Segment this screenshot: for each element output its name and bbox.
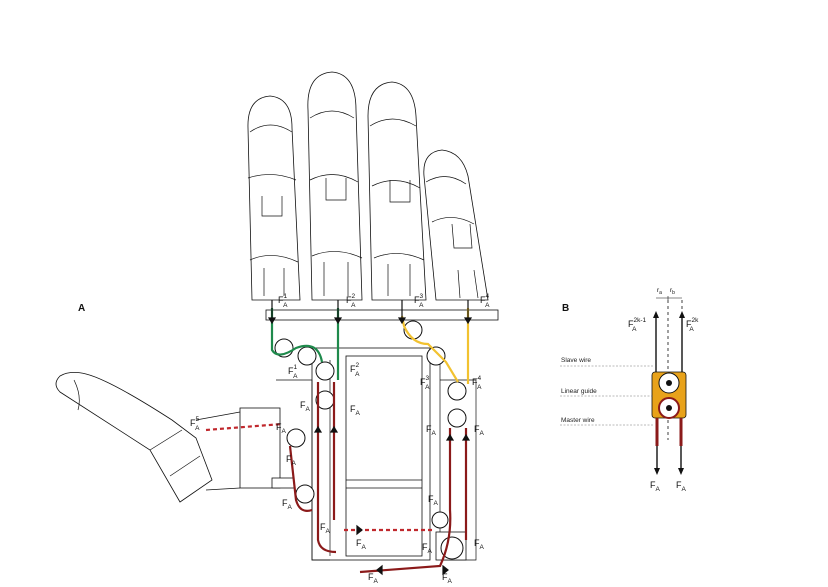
force-label-f3-palm: F3 A [420,375,430,391]
master-wire-left [316,382,337,554]
thumb [55,372,213,503]
force-label-f5: F5 A [190,416,200,432]
force-label-b-right: F2k A [686,317,699,333]
svg-text:FA: FA [282,498,293,511]
pulleys [274,320,467,560]
green-wire-index [270,308,324,363]
pulley-detail: ra rb [560,287,687,475]
hand-drawing [55,71,499,576]
pulley [447,381,467,401]
finger-index [247,95,301,301]
force-arrows [267,300,473,576]
svg-text:F1A: F1 A [278,293,288,309]
pulley [295,484,315,504]
yellow-wire-ring [400,315,459,383]
force-label-f4: F4 A [480,293,490,309]
svg-text:FA: FA [368,572,379,585]
legend-master-wire: Master wire [561,417,595,424]
master-wire-thumb [288,445,313,512]
pulley [297,346,317,366]
force-label-f1-palm: F1 A [288,364,298,380]
pulley [447,408,467,428]
svg-text:F2A: F2 A [346,293,356,309]
svg-text:F4A: F4 A [480,293,490,309]
pulley [315,361,335,381]
pulley [440,536,464,560]
force-label-b-left: F2k-1 A [628,317,647,333]
svg-text:F2k-1A: F2k-1 A [628,317,647,333]
r-a-label: ra [657,287,662,296]
force-label-b-bottom-right: FA [676,480,687,493]
finger-little [423,149,489,301]
svg-text:F2A: F2 A [350,362,360,378]
svg-text:FA: FA [300,400,311,413]
force-labels-plain: FA FA FA FA FA FA FA FA FA FA FA FA FA F… [276,400,485,585]
svg-text:FA: FA [276,422,287,435]
pulley [431,511,449,529]
svg-text:F4A: F4 A [472,375,482,391]
wires [205,308,470,574]
svg-text:FA: FA [320,522,331,535]
legend-slave-wire: Slave wire [561,357,591,364]
master-wire-right [359,428,452,574]
svg-text:FA: FA [442,572,453,585]
svg-text:FA: FA [474,424,485,437]
pulley [286,428,306,448]
svg-text:FA: FA [350,404,361,417]
red-dashed-thumb [205,422,283,432]
force-label-f2: F2 A [346,293,356,309]
svg-text:FA: FA [356,538,367,551]
panel-a-label: A [78,303,85,314]
svg-text:FA: FA [426,424,437,437]
force-label-f4-palm: F4 A [472,375,482,391]
force-label-f3: F3 A [414,293,424,309]
svg-text:FA: FA [422,542,433,555]
svg-text:FA: FA [650,480,661,493]
svg-text:F3A: F3 A [420,375,430,391]
svg-text:F1A: F1 A [288,364,298,380]
svg-text:FA: FA [428,494,439,507]
force-label-f2-palm: F2 A [350,362,360,378]
force-label-b-bottom-left: FA [650,480,661,493]
panel-b-label: B [562,303,569,314]
svg-text:F3A: F3 A [414,293,424,309]
svg-text:FA: FA [286,454,297,467]
palm-frame [195,309,499,561]
pulley [426,346,446,366]
svg-text:F5A: F5 A [190,416,200,432]
svg-text:FA: FA [474,538,485,551]
svg-text:FA: FA [676,480,687,493]
finger-middle [307,71,363,301]
force-label-f1: F1 A [278,293,288,309]
finger-ring [367,81,427,301]
legend-linear-guide: Linear guide [561,388,597,395]
r-b-label: rb [670,287,675,296]
